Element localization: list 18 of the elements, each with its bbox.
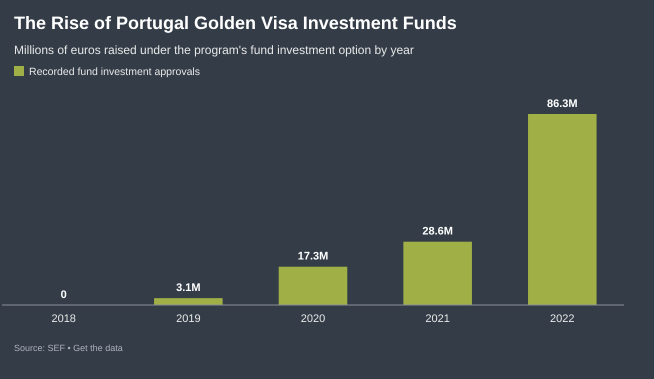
x-tick-label: 2020 — [300, 313, 326, 325]
chart-subtitle: Millions of euros raised under the program's fund investment option by year — [14, 43, 414, 57]
x-tick-label: 2021 — [425, 313, 450, 325]
bar — [528, 114, 597, 305]
data-label: 86.3M — [547, 98, 578, 110]
data-label: 28.6M — [422, 226, 453, 238]
x-tick-label: 2018 — [51, 313, 76, 325]
bar — [154, 298, 223, 305]
x-tick-label: 2019 — [176, 313, 201, 325]
chart-title: The Rise of Portugal Golden Visa Investment Funds — [14, 13, 457, 33]
bar — [403, 242, 472, 305]
bar — [278, 266, 348, 305]
source-note: Source: SEF • Get the data — [14, 343, 123, 353]
data-label: 3.1M — [176, 282, 201, 294]
data-label: 0 — [60, 289, 67, 301]
data-label: 17.3M — [298, 250, 328, 263]
legend-label: Recorded fund investment approvals — [29, 66, 200, 78]
x-tick-label: 2022 — [550, 313, 575, 325]
